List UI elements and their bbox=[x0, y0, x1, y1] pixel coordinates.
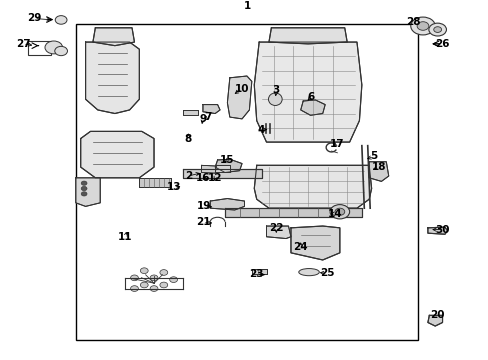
Bar bbox=[28, 41, 51, 55]
Polygon shape bbox=[427, 315, 442, 326]
Circle shape bbox=[81, 186, 87, 191]
Text: 9: 9 bbox=[199, 114, 206, 124]
Polygon shape bbox=[251, 269, 266, 274]
Text: 13: 13 bbox=[166, 182, 181, 192]
Polygon shape bbox=[215, 159, 242, 172]
Polygon shape bbox=[266, 226, 290, 239]
Circle shape bbox=[160, 270, 167, 275]
Text: 19: 19 bbox=[197, 201, 211, 211]
Polygon shape bbox=[254, 42, 361, 142]
Text: 23: 23 bbox=[249, 269, 264, 279]
Polygon shape bbox=[300, 100, 325, 115]
Text: 24: 24 bbox=[293, 243, 307, 252]
Polygon shape bbox=[183, 110, 198, 115]
Polygon shape bbox=[210, 198, 244, 210]
Polygon shape bbox=[254, 165, 371, 208]
Polygon shape bbox=[85, 42, 139, 113]
Polygon shape bbox=[183, 169, 261, 178]
Circle shape bbox=[169, 277, 177, 283]
Polygon shape bbox=[76, 178, 100, 206]
Circle shape bbox=[45, 41, 62, 54]
Polygon shape bbox=[81, 131, 154, 178]
Circle shape bbox=[160, 282, 167, 288]
Text: 2: 2 bbox=[184, 171, 191, 181]
Text: 30: 30 bbox=[434, 225, 449, 235]
Circle shape bbox=[55, 15, 67, 24]
Circle shape bbox=[150, 275, 158, 281]
Circle shape bbox=[329, 204, 349, 219]
Circle shape bbox=[433, 27, 441, 32]
Text: 8: 8 bbox=[184, 134, 191, 144]
Text: 7: 7 bbox=[203, 112, 211, 122]
Bar bbox=[76, 24, 417, 340]
Circle shape bbox=[130, 286, 138, 291]
Text: 4: 4 bbox=[257, 125, 265, 135]
Text: 29: 29 bbox=[27, 13, 41, 23]
Polygon shape bbox=[201, 165, 216, 173]
Ellipse shape bbox=[268, 93, 282, 105]
Polygon shape bbox=[224, 208, 361, 217]
Text: 3: 3 bbox=[272, 85, 279, 95]
Circle shape bbox=[334, 208, 344, 215]
Polygon shape bbox=[203, 105, 220, 113]
Circle shape bbox=[428, 23, 446, 36]
Circle shape bbox=[416, 22, 428, 30]
Text: 17: 17 bbox=[329, 139, 344, 149]
Polygon shape bbox=[93, 28, 134, 46]
Text: 26: 26 bbox=[434, 39, 449, 49]
Text: 21: 21 bbox=[195, 217, 210, 228]
Circle shape bbox=[55, 46, 67, 56]
Circle shape bbox=[140, 268, 148, 274]
Text: 22: 22 bbox=[268, 223, 283, 233]
Text: 20: 20 bbox=[429, 310, 444, 320]
Text: 5: 5 bbox=[370, 152, 377, 161]
Circle shape bbox=[81, 192, 87, 196]
Text: 11: 11 bbox=[117, 232, 132, 242]
Polygon shape bbox=[227, 76, 251, 119]
Text: 1: 1 bbox=[243, 1, 250, 11]
Ellipse shape bbox=[298, 269, 319, 276]
Polygon shape bbox=[139, 178, 171, 187]
Text: 27: 27 bbox=[16, 39, 30, 49]
Text: 18: 18 bbox=[371, 162, 386, 172]
Circle shape bbox=[410, 17, 434, 35]
Text: 10: 10 bbox=[234, 84, 249, 94]
Text: 6: 6 bbox=[306, 93, 313, 103]
Polygon shape bbox=[368, 162, 388, 181]
Polygon shape bbox=[215, 165, 229, 172]
Polygon shape bbox=[268, 28, 346, 44]
Text: 25: 25 bbox=[320, 268, 334, 278]
Circle shape bbox=[140, 282, 148, 288]
Circle shape bbox=[81, 181, 87, 185]
Circle shape bbox=[130, 275, 138, 281]
Text: 15: 15 bbox=[220, 155, 234, 165]
Text: 16: 16 bbox=[195, 173, 210, 183]
Text: 12: 12 bbox=[207, 173, 222, 183]
Circle shape bbox=[150, 286, 158, 291]
Polygon shape bbox=[427, 227, 447, 234]
Text: 14: 14 bbox=[327, 208, 342, 219]
Polygon shape bbox=[290, 226, 339, 260]
Text: 28: 28 bbox=[405, 17, 420, 27]
